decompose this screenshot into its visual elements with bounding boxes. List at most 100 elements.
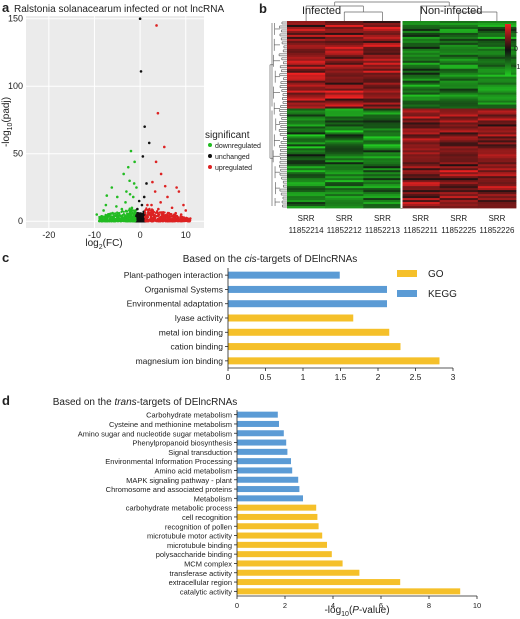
panel-a-point-downregulated [134,217,137,221]
panel-b-heat-cell [401,140,441,143]
panel-b-heat-cell [325,154,364,157]
category-label: carbohydrate metabolic process [126,504,233,513]
panel-b-heat-cell [439,110,479,113]
panel-d-axis: 0 2 4 6 8 10 [234,410,481,610]
panel-a-point-upregulated [185,217,189,220]
panel-b-heat-cell [325,92,364,96]
panel-b-heat-cell [287,150,326,153]
panel-b-heat-cell [363,198,402,201]
panel-b-heat-cell [439,30,479,34]
panel-b-heat-cell [477,96,517,99]
category-label: Metabolism [194,494,232,503]
panel-b-heat-cell [325,94,364,97]
panel-b-heat-cell [363,188,402,191]
panel-b-heat-cell [363,70,402,74]
panel-b-heat-cell [401,54,441,58]
panel-b-heat-cell [439,26,479,30]
panel-b-heat-cell [401,40,441,44]
panel-b-heat-cell [363,194,402,197]
panel-b-heat-cell [287,90,326,94]
category-label: Phenylpropanoid biosynthesis [132,439,232,448]
panel-b-heat-cell [401,152,441,155]
panel-b-heat-cell [477,60,517,64]
panel-b-heat-cell [363,176,402,179]
panel-b-heat-cell [401,192,441,195]
panel-b-heat-cell [325,204,364,207]
panel-b-heat-cell [287,86,326,90]
panel-b-heat-cell [325,142,364,145]
panel-b-heat-cell [401,158,441,161]
panel-b-heat-cell [439,190,479,193]
panel-a-point-downregulated [114,212,117,215]
panel-b-heat-cell [287,206,326,209]
panel-a-point-downregulated [135,186,138,189]
panel-b-heat-cell [401,176,441,179]
panel-a-point-downregulated [132,220,135,223]
panel-b-heat-cell [287,156,326,159]
panel-a-legend-marker [208,165,212,169]
panel-b-heat-cell [477,198,517,201]
panel-a-point-downregulated [124,201,127,204]
panel-b-heat-cell [477,166,517,169]
panel-c-legend-label: KEGG [428,289,457,300]
panel-b-column-label: SRR 11852211 [403,214,438,235]
panel-a-point-upregulated [156,217,159,220]
panel-b-heat-cell [439,34,479,38]
panel-a-point-downregulated [117,211,121,215]
panel-a-point-downregulated [102,209,105,212]
panel-b-heat-cell [325,196,364,199]
panel-a-point-downregulated [122,213,125,216]
panel-b-heat-cell [325,60,364,64]
panel-b-heat-cell [439,122,479,125]
panel-b-heat-cell [363,142,402,145]
panel-b-heat-cell [363,60,402,64]
panel-b-heat-cell [401,106,441,109]
panel-a-xtick: -20 [42,230,55,240]
panel-b-heat-cell [363,42,402,46]
panel-a-point-unchanged [140,219,143,222]
panel-a-point-downregulated [116,211,119,214]
panel-b-heat-cell [477,144,517,147]
panel-b-heat-cell [325,136,364,139]
panel-a-volcano: a Ralstonia solanacearum infected or not… [1,0,261,251]
panel-b-heat-cell [363,62,402,66]
panel-b-heat-cell [287,176,326,179]
bar-kegg [237,486,300,493]
panel-a-point-upregulated [182,203,185,207]
panel-b-heat-cell [401,50,441,54]
panel-b-heat-cell [477,92,517,96]
panel-b-heat-cell [325,160,364,163]
panel-a-point-upregulated [153,190,157,193]
panel-b-heat-cell [439,74,479,78]
bar-kegg [237,420,279,427]
panel-a-point-upregulated [169,215,173,218]
x-tick-label: 0 [226,372,231,382]
panel-b-heat-cell [401,138,441,141]
panel-b-heat-cell [401,94,441,97]
panel-b-heat-cell [287,32,326,36]
panel-b-heat-cell [363,192,402,195]
panel-b-heat-cell [401,160,441,163]
panel-b-heat-cell [439,156,479,159]
panel-b-heat-cell [287,78,326,82]
panel-b-heat-cell [363,130,402,133]
panel-b-heat-cell [477,126,517,129]
category-label: transferase activity [169,569,232,578]
panel-b-heat-cell [477,84,517,88]
panel-b-heat-cell [439,64,479,68]
panel-b-heat-cell [325,64,364,68]
panel-b-heat-cell [287,146,326,149]
panel-b-heat-cell [287,142,326,145]
panel-b-heat-cell [439,118,479,121]
panel-b-heat-cell [363,120,402,123]
panel-b-heat-cell [363,94,402,97]
panel-b-heat-cell [287,70,326,74]
panel-b-heat-cell [401,22,441,26]
panel-b-heat-cell [287,72,326,76]
panel-a-point-downregulated [112,212,115,216]
panel-a-point-upregulated [165,216,168,219]
panel-b-heat-cell [287,40,326,44]
panel-a-point-downregulated [109,220,113,223]
panel-a-point-upregulated [164,214,167,217]
bar-go [237,560,343,567]
